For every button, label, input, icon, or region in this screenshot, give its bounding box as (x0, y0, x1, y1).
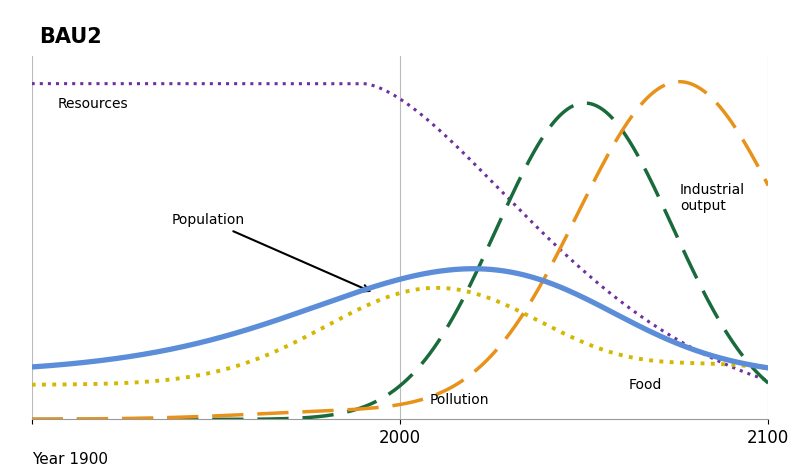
Text: Resources: Resources (58, 97, 128, 111)
Text: Pollution: Pollution (429, 393, 489, 407)
Text: Population: Population (172, 213, 370, 291)
Text: Year 1900: Year 1900 (32, 452, 108, 466)
Text: Food: Food (628, 378, 661, 392)
Text: Industrial
output: Industrial output (680, 183, 745, 213)
Text: BAU2: BAU2 (39, 27, 102, 47)
